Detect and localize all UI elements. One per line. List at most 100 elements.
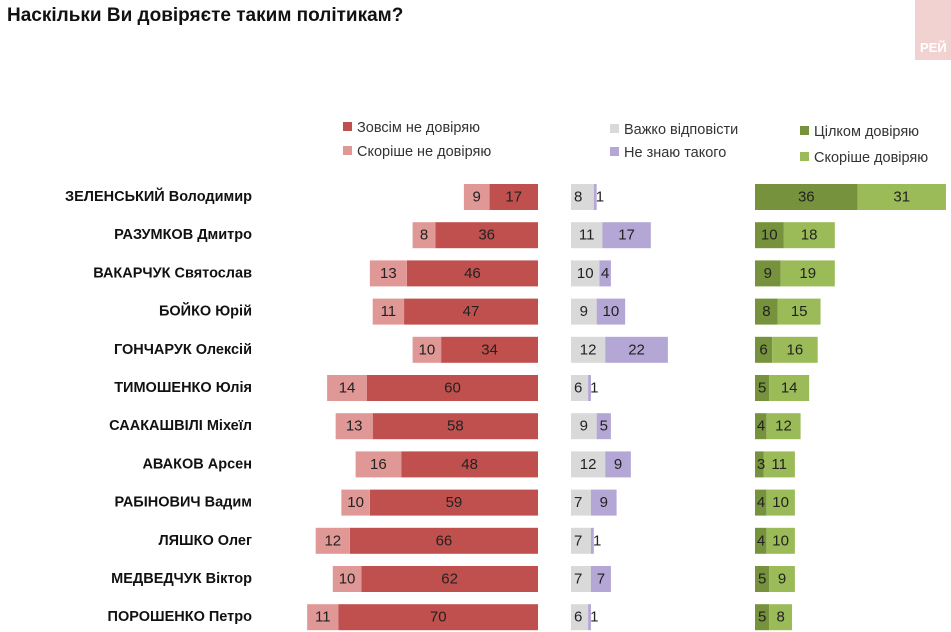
bar-distrust-full [489,184,538,210]
bar-distrust-rather [327,375,367,401]
politician-name: ГОНЧАРУК Олексій [114,342,252,358]
bar-distrust-full [361,566,538,592]
bar-trust-rather [857,184,946,210]
legend-swatch-4 [800,126,809,135]
value-trust-rather: 10 [772,532,789,549]
bar-dont-know [593,184,597,210]
bar-trust-rather [772,336,818,363]
value-trust-rather: 31 [893,189,910,206]
bar-trust-full [755,336,773,363]
value-trust-rather: 8 [776,609,784,626]
bar-trust-full [755,604,770,631]
value-hard-to-say: 7 [574,494,582,511]
bar-trust-full [755,298,778,325]
value-trust-rather: 12 [775,418,792,435]
bar-distrust-full [435,222,538,249]
bar-distrust-full [406,260,538,287]
bar-hard-to-say [571,413,597,440]
legend-label-5: Скоріше довіряю [814,150,928,166]
bar-distrust-full [404,298,538,325]
legend-label-1: Скоріше не довіряю [357,144,491,160]
bar-distrust-full [367,375,538,401]
value-distrust-full: 58 [447,418,464,435]
legend-swatch-3 [610,147,619,156]
bar-hard-to-say [571,451,606,478]
value-trust-rather: 9 [778,571,786,588]
bar-trust-rather [783,222,835,249]
brand-logo-text: РЕЙ [920,40,947,55]
bar-trust-full [755,260,781,287]
value-hard-to-say: 8 [574,189,582,206]
bar-distrust-rather [369,260,407,287]
value-distrust-rather: 12 [324,532,341,549]
politician-name: ЗЕЛЕНСЬКИЙ Володимир [65,187,252,205]
bar-distrust-rather [412,222,436,249]
value-trust-full: 5 [758,609,766,626]
bar-dont-know [590,527,594,554]
bar-distrust-rather [412,336,442,363]
value-hard-to-say: 6 [574,609,582,626]
value-dont-know: 9 [600,494,608,511]
value-dont-know: 5 [600,418,608,435]
legend-swatch-5 [800,152,809,161]
bar-distrust-full [369,489,538,516]
bar-trust-rather [766,489,795,516]
value-hard-to-say: 7 [574,532,582,549]
chart-title: Наскільки Ви довіряєте таким політикам? [7,5,404,26]
value-distrust-rather: 13 [346,418,363,435]
value-trust-full: 36 [798,189,815,206]
value-trust-full: 10 [761,227,778,244]
value-distrust-rather: 11 [315,609,331,626]
bar-trust-full [755,184,858,210]
value-hard-to-say: 12 [580,341,597,358]
politician-name: ЛЯШКО Олег [158,533,252,549]
legend-label-4: Цілком довіряю [814,124,919,140]
value-distrust-rather: 10 [347,494,364,511]
bar-trust-rather [766,413,801,440]
bar-hard-to-say [571,604,589,631]
value-hard-to-say: 9 [580,418,588,435]
bar-dont-know [602,222,651,249]
bar-trust-rather [769,566,795,592]
politician-name: АВАКОВ Арсен [142,456,252,472]
bar-distrust-rather [341,489,370,516]
legend-swatch-2 [610,124,619,133]
politician-name: СААКАШВІЛІ Міхеїл [109,418,252,434]
value-trust-full: 9 [764,265,772,282]
bar-hard-to-say [571,489,591,516]
bar-hard-to-say [571,527,591,554]
bar-trust-rather [769,604,793,631]
legend-label-2: Важко відповісти [624,122,738,138]
value-distrust-rather: 11 [381,303,397,320]
value-distrust-full: 60 [444,380,461,397]
value-distrust-rather: 10 [419,341,436,358]
bar-dont-know [599,260,611,287]
bar-distrust-rather [463,184,490,210]
value-trust-full: 4 [757,494,765,511]
legend-swatch-1 [343,146,352,155]
bar-hard-to-say [571,566,591,592]
legend-swatch-0 [343,122,352,131]
bar-trust-full [755,489,767,516]
bar-trust-rather [780,260,835,287]
value-hard-to-say: 12 [580,456,597,473]
value-dont-know: 1 [596,189,604,206]
value-distrust-rather: 9 [473,189,481,206]
bar-hard-to-say [571,260,600,287]
brand-logo: РЕЙ [915,0,951,60]
value-dont-know: 4 [601,265,609,282]
politician-name: ТИМОШЕНКО Юлія [114,380,252,396]
value-hard-to-say: 11 [579,227,595,244]
value-hard-to-say: 7 [574,571,582,588]
bar-dont-know [596,413,611,440]
bar-dont-know [590,566,611,592]
value-distrust-rather: 8 [420,227,428,244]
bar-distrust-rather [355,451,402,478]
value-distrust-full: 62 [441,571,458,588]
value-trust-rather: 15 [791,303,808,320]
value-trust-rather: 10 [772,494,789,511]
bar-dont-know [588,604,591,631]
bar-trust-full [755,413,767,440]
value-dont-know: 22 [628,341,645,358]
